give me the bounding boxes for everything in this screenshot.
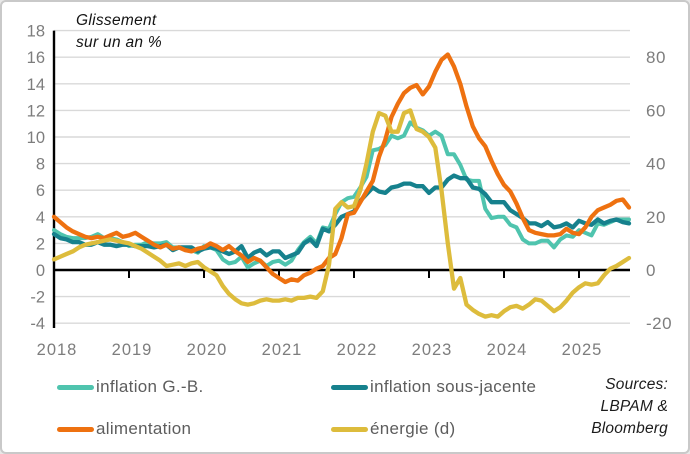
legend-label-inflation-gb: inflation G.-B.	[96, 377, 204, 396]
right-axis-label-20: 20	[646, 208, 666, 227]
right-axis-label--20: -20	[646, 314, 672, 333]
right-axis-label-80: 80	[646, 48, 666, 67]
right-axis-label-40: 40	[646, 155, 666, 174]
left-axis-label--4: -4	[30, 315, 45, 333]
left-axis-label-8: 8	[36, 156, 45, 174]
legend-label-energie: énergie (d)	[370, 419, 456, 438]
series-line-3	[51, 108, 632, 319]
left-axis-label-0: 0	[36, 262, 45, 280]
legend-item-energie: énergie (d)	[331, 419, 456, 439]
chart-title-line1: Glissement	[76, 12, 157, 29]
legend-label-inflation-sous-jacente: inflation sous-jacente	[370, 377, 537, 396]
legend-item-inflation-gb: inflation G.-B.	[57, 377, 204, 397]
left-axis-label-16: 16	[27, 49, 45, 67]
x-axis-label-2019: 2019	[112, 341, 153, 359]
left-axis-label-6: 6	[36, 182, 45, 200]
chart-title: Glissement sur un an %	[76, 10, 162, 54]
left-axis-label-10: 10	[27, 129, 45, 147]
right-axis-label-60: 60	[646, 101, 666, 120]
x-axis-label-2024: 2024	[487, 341, 528, 359]
left-axis-label-14: 14	[27, 76, 45, 94]
sources-line1: Sources:	[605, 376, 668, 393]
chart-title-line2: sur un an %	[76, 34, 163, 51]
legend-label-alimentation: alimentation	[96, 419, 192, 438]
legend-item-alimentation: alimentation	[57, 419, 191, 439]
x-axis-label-2025: 2025	[562, 341, 603, 359]
legend-swatch-alimentation-icon	[57, 426, 94, 432]
inflation-line-chart: 2018 2019 2020 2021 2022 2023 2024 202518161412…	[27, 23, 672, 359]
x-axis-label-2023: 2023	[412, 341, 453, 359]
left-axis-label-18: 18	[27, 23, 45, 41]
series-line-2	[51, 52, 632, 285]
x-axis-label-2018: 2018	[37, 341, 78, 359]
legend-item-inflation-sous-jacente: inflation sous-jacente	[331, 377, 536, 397]
sources-note: Sources: LBPAM & Bloomberg	[591, 374, 668, 440]
legend-swatch-inflation-gb-icon	[57, 384, 94, 390]
right-axis-label-0: 0	[646, 261, 656, 280]
left-axis-label-2: 2	[36, 235, 45, 253]
left-axis-label--2: -2	[30, 289, 45, 307]
x-axis-label-2021: 2021	[262, 341, 303, 359]
series-line-1	[51, 173, 632, 261]
x-axis-label-2022: 2022	[337, 341, 378, 359]
left-axis-label-4: 4	[36, 209, 45, 227]
x-axis-label-2020: 2020	[187, 341, 228, 359]
left-axis-label-12: 12	[27, 102, 45, 120]
legend-swatch-inflation-sous-jacente-icon	[331, 384, 368, 390]
sources-line2: LBPAM &	[600, 398, 668, 415]
legend-swatch-energie-icon	[331, 426, 368, 432]
sources-line3: Bloomberg	[591, 420, 668, 437]
